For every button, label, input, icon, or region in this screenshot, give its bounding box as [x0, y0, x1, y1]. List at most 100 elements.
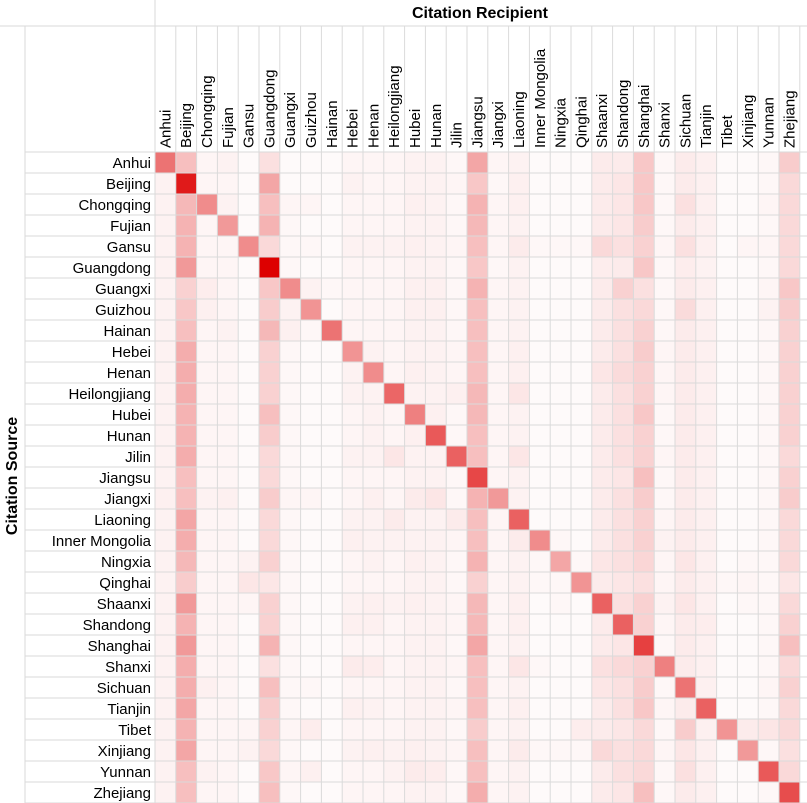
heatmap-cell [383, 404, 405, 425]
heatmap-cell [217, 509, 239, 530]
heatmap-cell [238, 299, 259, 320]
heatmap-cell [508, 635, 530, 656]
heatmap-cell [259, 320, 280, 341]
heatmap-cell [612, 425, 634, 446]
heatmap-cell [342, 530, 363, 551]
heatmap-cell [259, 278, 280, 299]
heatmap-cell [654, 362, 675, 383]
heatmap-cell [467, 278, 488, 299]
heatmap-cell [591, 152, 613, 173]
heatmap-cell [695, 677, 717, 698]
heatmap-cell [467, 551, 488, 572]
heatmap-cell [695, 530, 717, 551]
heatmap-cell [259, 488, 280, 509]
heatmap-cell [737, 509, 759, 530]
heatmap-cell [404, 656, 426, 677]
heatmap-cell [321, 635, 343, 656]
row-label: Qinghai [99, 575, 151, 592]
heatmap-cell [529, 236, 551, 257]
heatmap-cell [716, 152, 738, 173]
heatmap-cell [550, 782, 571, 803]
heatmap-cell [779, 698, 800, 719]
heatmap-cell [363, 509, 384, 530]
heatmap-cell [571, 341, 592, 362]
heatmap-cell [259, 782, 280, 803]
heatmap-cell [342, 635, 363, 656]
heatmap-cell [716, 656, 738, 677]
heatmap-cell [633, 488, 655, 509]
heatmap-cell [217, 320, 239, 341]
heatmap-cell [695, 278, 717, 299]
heatmap-cell [654, 719, 675, 740]
row-label: Jiangxi [104, 491, 151, 508]
heatmap-cell [529, 782, 551, 803]
heatmap-cell [467, 341, 488, 362]
heatmap-cell [279, 530, 301, 551]
heatmap-cell [508, 404, 530, 425]
heatmap-cell [779, 446, 800, 467]
heatmap-cell [196, 215, 218, 236]
heatmap-cell [259, 236, 280, 257]
heatmap-cell [779, 656, 800, 677]
heatmap-cell [487, 740, 509, 761]
heatmap-cell [758, 446, 779, 467]
heatmap-cell [737, 740, 759, 761]
heatmap-cell [529, 404, 551, 425]
heatmap-cell [487, 278, 509, 299]
heatmap-cell [779, 320, 800, 341]
heatmap-cell [654, 467, 675, 488]
heatmap-cell [654, 488, 675, 509]
heatmap-cell [300, 677, 322, 698]
heatmap-cell [196, 467, 218, 488]
heatmap-cell [654, 782, 675, 803]
heatmap-cell [446, 509, 467, 530]
heatmap-cell [446, 446, 467, 467]
heatmap-cell [675, 299, 696, 320]
heatmap-cell [196, 656, 218, 677]
heatmap-cell [363, 593, 384, 614]
heatmap-cell [550, 173, 571, 194]
heatmap-cell [279, 782, 301, 803]
heatmap-cell [446, 278, 467, 299]
heatmap-cell [654, 551, 675, 572]
heatmap-cell [321, 551, 343, 572]
heatmap-cell [487, 761, 509, 782]
heatmap-cell [675, 467, 696, 488]
heatmap-cell [155, 509, 176, 530]
heatmap-cell [217, 278, 239, 299]
heatmap-cell [404, 593, 426, 614]
heatmap-cell [217, 299, 239, 320]
heatmap-cell [321, 383, 343, 404]
heatmap-cell [404, 782, 426, 803]
heatmap-cell [737, 551, 759, 572]
heatmap-cell [467, 719, 488, 740]
heatmap-cell [259, 509, 280, 530]
heatmap-cell [259, 362, 280, 383]
heatmap-cell [363, 236, 384, 257]
heatmap-cell [487, 362, 509, 383]
heatmap-cell [259, 698, 280, 719]
heatmap-cell [467, 593, 488, 614]
heatmap-cell [571, 236, 592, 257]
heatmap-cell [363, 194, 384, 215]
heatmap-cell [175, 383, 197, 404]
heatmap-cell [175, 614, 197, 635]
heatmap-cell [321, 677, 343, 698]
heatmap-cell [175, 551, 197, 572]
heatmap-cell [550, 446, 571, 467]
heatmap-cell [675, 194, 696, 215]
heatmap-cell [259, 677, 280, 698]
heatmap-cell [716, 446, 738, 467]
heatmap-cell [300, 299, 322, 320]
heatmap-cell [779, 152, 800, 173]
heatmap-cell [175, 656, 197, 677]
heatmap-cell [508, 236, 530, 257]
heatmap-cell [175, 593, 197, 614]
heatmap-cell [654, 383, 675, 404]
heatmap-cell [321, 257, 343, 278]
heatmap-cell [675, 656, 696, 677]
heatmap-cell [342, 593, 363, 614]
heatmap-cell [175, 299, 197, 320]
heatmap-cell [737, 215, 759, 236]
